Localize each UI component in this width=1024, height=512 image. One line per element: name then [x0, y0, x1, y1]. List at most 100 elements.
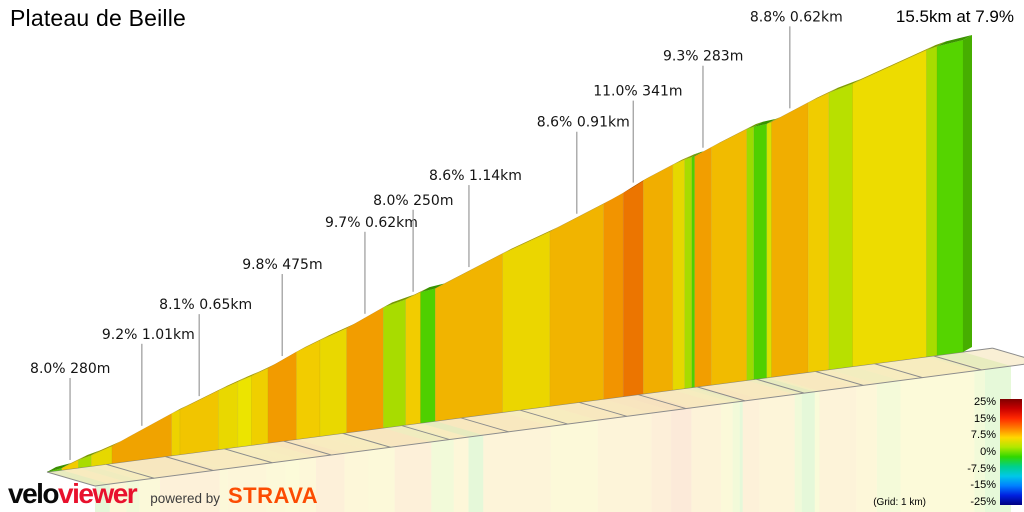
- profile-segment[interactable]: [694, 146, 712, 388]
- veloviewer-logo[interactable]: veloviewer: [8, 478, 138, 510]
- gradient-legend: 25% 15% 7.5% 0% -7.5% -15% -25%: [967, 396, 1022, 508]
- profile-segment[interactable]: [383, 299, 406, 429]
- profile-ridge: [112, 408, 181, 447]
- profile-segment[interactable]: [171, 409, 181, 456]
- floor-reflection-band: [759, 394, 795, 512]
- floor-tint: [672, 388, 733, 405]
- profile-segment[interactable]: [405, 291, 421, 426]
- profile-segment[interactable]: [251, 367, 269, 446]
- profile-segment[interactable]: [852, 49, 927, 367]
- profile-ridge: [420, 283, 445, 293]
- profile-ridge: [684, 151, 701, 160]
- floor-tint: [684, 387, 740, 403]
- floor-reflection-band: [344, 450, 369, 512]
- legend-tick-label: 25%: [973, 396, 996, 408]
- profile-segment[interactable]: [319, 327, 347, 437]
- profile-ridge: [61, 454, 88, 469]
- segment-label: 11.0% 341m: [593, 84, 682, 100]
- profile-ridge: [91, 441, 122, 456]
- floor-reflection-band: [671, 407, 692, 512]
- grid-line-km: [874, 363, 923, 379]
- profile-segment[interactable]: [420, 288, 436, 424]
- footer-branding: veloviewer powered by STRAVA: [8, 478, 318, 510]
- profile-segment[interactable]: [936, 39, 964, 356]
- floor-reflection-band: [856, 383, 877, 512]
- profile-segment[interactable]: [766, 121, 772, 378]
- floor-tint: [179, 449, 267, 469]
- profile-segment[interactable]: [710, 128, 747, 386]
- profile-segment[interactable]: [746, 126, 755, 381]
- profile-ridge: [383, 294, 415, 308]
- profile-segment[interactable]: [807, 92, 830, 373]
- profile-segment[interactable]: [643, 164, 674, 395]
- profile-segment[interactable]: [691, 155, 695, 388]
- profile-ridge: [78, 450, 101, 460]
- segment-label: 8.8% 0.62km: [750, 9, 843, 25]
- profile-segment[interactable]: [828, 83, 853, 370]
- grid-line-km: [637, 394, 687, 410]
- profile-segment[interactable]: [179, 390, 219, 455]
- profile-ridge: [251, 363, 278, 376]
- floor-tint: [405, 423, 469, 440]
- floor-tint: [346, 427, 432, 447]
- profile-segment[interactable]: [91, 445, 113, 467]
- legend-tick-label: 7.5%: [970, 429, 996, 442]
- floor-reflection-band: [126, 480, 140, 512]
- profile-segment[interactable]: [603, 192, 624, 400]
- profile-ridge: [268, 346, 306, 369]
- floor-tint: [420, 421, 484, 438]
- grid-line-km: [401, 425, 450, 441]
- profile-segment[interactable]: [267, 351, 297, 444]
- profile-segment[interactable]: [346, 306, 384, 434]
- legend-tick-label: -7.5%: [967, 462, 996, 475]
- profile-segment[interactable]: [296, 339, 321, 440]
- profile-ridge: [771, 97, 818, 122]
- profile-ridge: [852, 45, 936, 84]
- grid-line-km: [105, 463, 155, 479]
- floor-reflection-band: [742, 398, 760, 512]
- grid-line-km: [696, 386, 746, 402]
- profile-segment[interactable]: [502, 231, 551, 413]
- floor-tint: [766, 377, 820, 392]
- strava-logo[interactable]: STRAVA: [228, 483, 319, 508]
- grid-line-km: [578, 401, 628, 417]
- floor-tint: [383, 425, 454, 442]
- profile-ridge: [672, 154, 694, 165]
- profile-ridge: [218, 376, 247, 391]
- segment-label: 9.3% 283m: [663, 49, 743, 65]
- profile-segment[interactable]: [753, 123, 768, 380]
- profile-segment[interactable]: [672, 159, 685, 391]
- floor-reflection-band: [794, 393, 802, 512]
- profile-segment[interactable]: [237, 375, 252, 448]
- profile-segment[interactable]: [549, 203, 604, 407]
- profile-ridge: [643, 159, 682, 181]
- floor-reflection-band: [160, 469, 220, 512]
- profile-segment[interactable]: [218, 381, 239, 450]
- floor-tint: [694, 384, 760, 402]
- profile-ridge: [502, 226, 559, 254]
- grid-line-km: [46, 471, 96, 487]
- profile-segment[interactable]: [771, 102, 809, 378]
- floor-tint: [47, 470, 110, 486]
- grid-line-km: [756, 378, 805, 394]
- floor-tint: [78, 466, 140, 482]
- floor-reflection-band: [139, 477, 161, 512]
- floor-tint: [603, 396, 672, 414]
- climb-title: Plateau de Beille: [10, 5, 187, 31]
- floor-reflection-band: [732, 401, 740, 512]
- legend-tick-label: -15%: [970, 479, 996, 492]
- profile-segment[interactable]: [622, 179, 644, 397]
- grid-line-km: [815, 370, 864, 386]
- floor-reflection-band: [431, 439, 454, 512]
- floor-tint: [61, 467, 127, 485]
- floor-reflection-band: [394, 441, 432, 512]
- profile-segment[interactable]: [926, 45, 938, 358]
- profile-segment[interactable]: [435, 253, 503, 422]
- profile-segment[interactable]: [684, 156, 692, 389]
- profile-ridge: [171, 404, 189, 414]
- floor-reflection-band: [109, 481, 127, 512]
- grid-line-km: [933, 355, 982, 371]
- profile-ridge: [711, 124, 756, 148]
- floor-reflection-band: [285, 459, 300, 512]
